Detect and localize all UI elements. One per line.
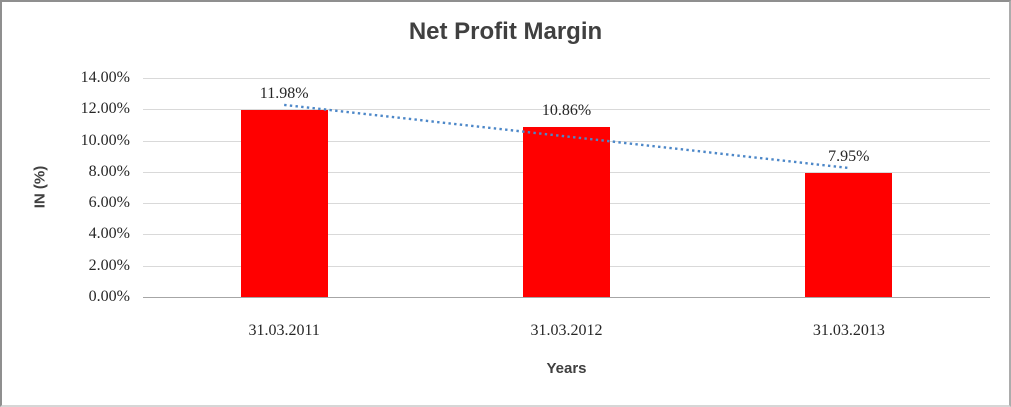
trendline bbox=[284, 103, 849, 170]
gridline bbox=[143, 109, 990, 111]
plot-area bbox=[143, 78, 990, 298]
bar-value-label: 7.95% bbox=[828, 147, 870, 165]
trendline-layer bbox=[284, 103, 849, 170]
x-axis-title: Years bbox=[546, 360, 587, 377]
bar bbox=[523, 127, 610, 297]
x-tick-label: 31.03.2012 bbox=[530, 322, 603, 339]
gridline bbox=[143, 78, 990, 79]
bar bbox=[805, 172, 893, 297]
bar bbox=[240, 109, 328, 297]
chart-title: Net Profit Margin bbox=[408, 18, 603, 45]
y-tick-label: 8.00% bbox=[88, 162, 130, 180]
y-tick-label: 14.00% bbox=[80, 69, 130, 86]
y-tick-label: 6.00% bbox=[88, 194, 130, 212]
x-tick-label: 31.03.2013 bbox=[812, 322, 885, 339]
x-axis-line bbox=[143, 297, 990, 298]
bar-value-label: 10.86% bbox=[541, 102, 592, 120]
y-tick-label: 2.00% bbox=[88, 256, 130, 274]
bar-value-label: 11.98% bbox=[259, 84, 309, 102]
y-tick-label: 12.00% bbox=[80, 100, 130, 118]
y-tick-label: 10.00% bbox=[80, 131, 130, 149]
x-tick-label: 31.03.2011 bbox=[248, 322, 320, 339]
y-tick-label: 0.00% bbox=[88, 288, 130, 305]
y-tick-label: 4.00% bbox=[88, 225, 130, 243]
